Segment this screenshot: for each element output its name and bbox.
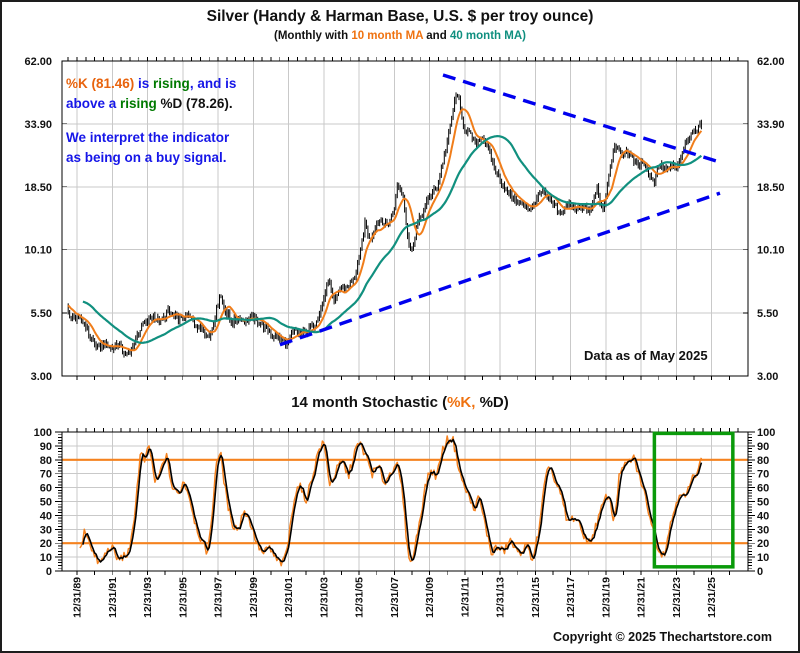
svg-text:10.10: 10.10	[24, 245, 52, 257]
signal-annotation-line1: %K (81.46) is rising, and is	[66, 74, 236, 94]
chart-subtitle: (Monthly with 10 month MA and 40 month M…	[0, 30, 800, 42]
svg-text:3.00: 3.00	[757, 371, 778, 383]
svg-text:12/31/99: 12/31/99	[248, 577, 260, 618]
svg-text:12/31/25: 12/31/25	[706, 577, 718, 618]
svg-text:62.00: 62.00	[24, 56, 52, 68]
svg-text:50: 50	[40, 497, 52, 509]
svg-text:80: 80	[40, 455, 52, 467]
svg-text:10: 10	[40, 552, 52, 564]
interpretation-annotation: We interpret the indicator as being on a…	[66, 128, 229, 168]
interpretation-line1: We interpret the indicator	[66, 128, 229, 148]
stochastic-title: 14 month Stochastic (%K, %D)	[0, 394, 800, 411]
svg-text:12/31/03: 12/31/03	[318, 577, 330, 618]
stochastic-d-line	[82, 438, 703, 563]
text-segment: We interpret the indicator	[66, 130, 230, 145]
svg-text:33.90: 33.90	[757, 119, 785, 131]
text-segment: above a	[66, 96, 121, 111]
text-segment: rising	[120, 96, 157, 111]
svg-text:12/31/17: 12/31/17	[565, 577, 577, 618]
tick-marks	[55, 57, 755, 575]
text-segment: as being on a buy signal.	[66, 150, 227, 165]
svg-text:40: 40	[40, 510, 52, 522]
svg-text:12/31/91: 12/31/91	[107, 577, 119, 618]
svg-text:12/31/01: 12/31/01	[283, 577, 295, 618]
svg-text:60: 60	[40, 483, 52, 495]
svg-text:30: 30	[40, 524, 52, 536]
trendline-descending-resistance	[442, 73, 723, 165]
svg-text:20: 20	[40, 538, 52, 550]
svg-text:0: 0	[757, 566, 763, 578]
svg-text:60: 60	[757, 483, 769, 495]
x-axis-date-labels: 12/31/89 12/31/91 12/31/93 12/31/95 12/31/97…	[72, 577, 719, 618]
svg-text:20: 20	[757, 538, 769, 550]
svg-text:10.10: 10.10	[757, 245, 785, 257]
svg-text:12/31/89: 12/31/89	[72, 577, 84, 618]
svg-text:12/31/07: 12/31/07	[389, 577, 401, 618]
text-segment: (Monthly with	[274, 30, 352, 42]
stochastic-k-line	[79, 435, 703, 567]
text-segment: %D (78.26).	[156, 96, 233, 111]
svg-text:12/31/11: 12/31/11	[459, 577, 471, 617]
svg-text:70: 70	[40, 469, 52, 481]
text-segment: %D)	[475, 394, 509, 411]
price-y-axis-labels: 62.00 62.00 33.90 33.90 18.50 18.50 10.10 10.10…	[24, 56, 784, 383]
svg-text:90: 90	[40, 441, 52, 453]
svg-text:18.50: 18.50	[757, 182, 785, 194]
svg-text:5.50: 5.50	[31, 308, 52, 320]
signal-annotation: %K (81.46) is rising, and is above a ris…	[66, 74, 236, 114]
svg-text:12/31/05: 12/31/05	[354, 577, 366, 618]
svg-text:100: 100	[34, 427, 52, 439]
copyright-label: Copyright © 2025 Thechartstore.com	[553, 630, 772, 644]
svg-text:12/31/19: 12/31/19	[600, 577, 612, 618]
svg-text:12/31/21: 12/31/21	[636, 577, 648, 618]
text-segment: , and is	[189, 76, 237, 91]
interpretation-line2: as being on a buy signal.	[66, 148, 229, 168]
svg-text:12/31/15: 12/31/15	[530, 577, 542, 618]
svg-text:12/31/09: 12/31/09	[424, 577, 436, 618]
price-panel-frame	[61, 60, 749, 377]
svg-text:12/31/93: 12/31/93	[142, 577, 154, 618]
svg-text:30: 30	[757, 524, 769, 536]
svg-text:10: 10	[757, 552, 769, 564]
signal-annotation-line2: above a rising %D (78.26).	[66, 94, 236, 114]
svg-text:33.90: 33.90	[24, 119, 52, 131]
svg-text:5.50: 5.50	[757, 308, 778, 320]
stochastic-highlight-box	[652, 431, 735, 569]
svg-text:40: 40	[757, 510, 769, 522]
svg-text:12/31/95: 12/31/95	[177, 577, 189, 618]
text-segment: %K,	[447, 394, 476, 411]
svg-text:12/31/97: 12/31/97	[213, 577, 225, 618]
svg-text:3.00: 3.00	[31, 371, 52, 383]
svg-text:80: 80	[757, 455, 769, 467]
svg-text:0: 0	[46, 566, 52, 578]
svg-text:70: 70	[757, 469, 769, 481]
svg-text:62.00: 62.00	[757, 56, 785, 68]
text-segment: rising	[153, 76, 190, 91]
svg-text:50: 50	[757, 497, 769, 509]
svg-text:100: 100	[757, 427, 775, 439]
text-segment: and	[423, 30, 450, 42]
text-segment: 10 month MA	[351, 30, 424, 42]
trendline-ascending-support	[279, 191, 721, 347]
text-segment: 40 month MA)	[449, 30, 526, 42]
ma40-line	[82, 135, 703, 344]
svg-text:90: 90	[757, 441, 769, 453]
text-segment: %K (81.46)	[66, 76, 135, 91]
chart-title: Silver (Handy & Harman Base, U.S. $ per …	[206, 8, 594, 25]
svg-text:18.50: 18.50	[24, 182, 52, 194]
text-segment: is	[134, 76, 154, 91]
svg-text:12/31/23: 12/31/23	[671, 577, 683, 618]
text-segment: 14 month Stochastic (	[291, 394, 448, 411]
svg-text:12/31/13: 12/31/13	[495, 577, 507, 618]
data-as-of-label: Data as of May 2025	[584, 348, 708, 363]
